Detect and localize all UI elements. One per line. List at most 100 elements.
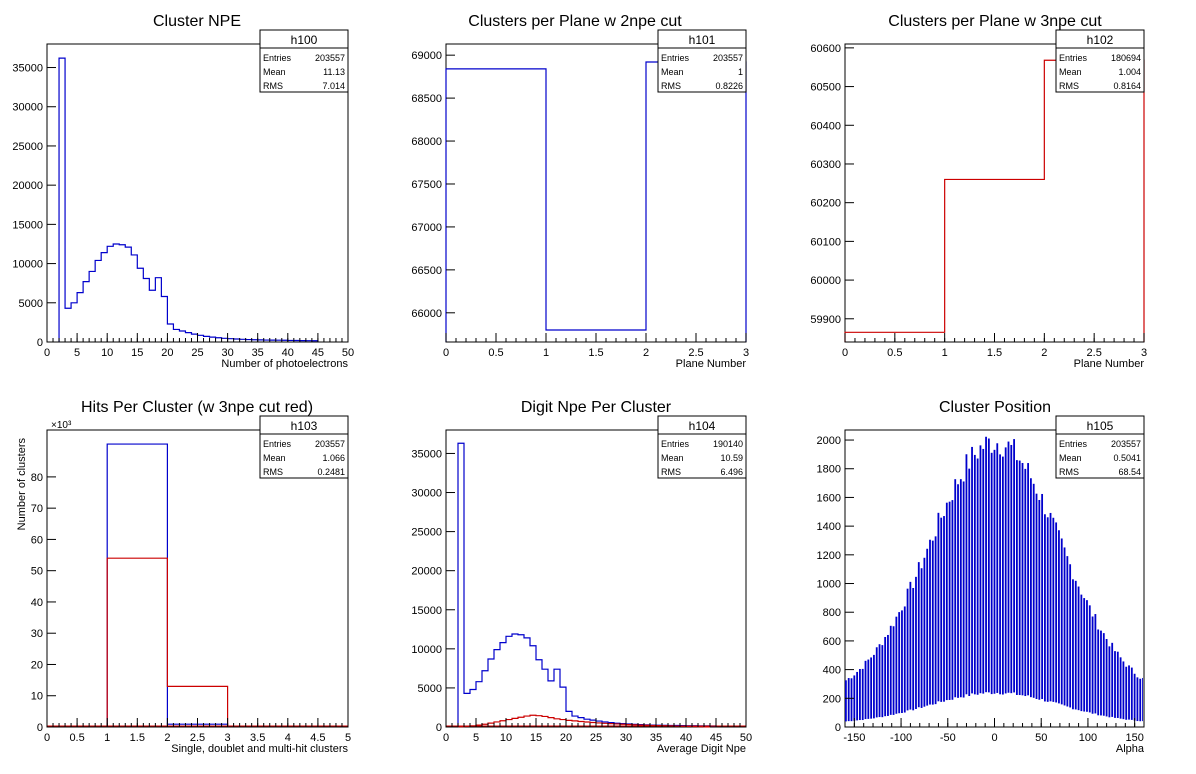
y-tick-label: 80 — [31, 472, 43, 484]
x-tick-label: 10 — [101, 347, 113, 359]
stats-key: RMS — [1059, 81, 1079, 91]
y-tick-label: 1400 — [817, 521, 841, 533]
y-tick-label: 67000 — [411, 222, 442, 234]
spike-bar — [1055, 522, 1058, 703]
stats-key: Mean — [263, 67, 286, 77]
chart-title: Cluster Position — [939, 399, 1051, 416]
spike-bar — [1004, 447, 1007, 694]
spike-bar — [948, 501, 951, 700]
spike-bar — [867, 659, 870, 719]
y-tick-label: 30 — [31, 628, 43, 640]
y-tick-label: 10 — [31, 691, 43, 703]
spike-bar — [892, 626, 895, 715]
x-axis-label: Single, doublet and multi-hit clusters — [171, 743, 348, 755]
spike-bar — [940, 517, 943, 702]
chart-title: Hits Per Cluster (w 3npe cut red) — [81, 399, 313, 416]
x-tick-label: -50 — [940, 732, 956, 744]
spike-bar — [1116, 651, 1119, 718]
spike-bar — [917, 562, 920, 708]
spike-bar — [965, 454, 968, 695]
x-tick-label: 30 — [221, 347, 233, 359]
y-tick-label: 59900 — [810, 314, 841, 326]
spike-bar — [968, 468, 971, 696]
stats-value: 0.5041 — [1113, 453, 1141, 463]
spike-bar — [1035, 493, 1038, 699]
spike-bar — [999, 454, 1001, 695]
spike-bar — [1021, 462, 1024, 696]
spike-bar — [1027, 463, 1030, 696]
stats-value: 7.014 — [322, 81, 345, 91]
chart-title: Cluster NPE — [153, 13, 241, 30]
spike-bar — [1088, 605, 1091, 713]
stats-value: 6.496 — [720, 467, 743, 477]
spike-bar — [898, 612, 901, 714]
spike-bar — [889, 625, 892, 715]
x-tick-label: 35 — [252, 347, 264, 359]
spike-bar — [909, 581, 912, 710]
y-tick-label: 50 — [31, 566, 43, 578]
x-tick-label: 50 — [342, 347, 354, 359]
stats-key: RMS — [263, 81, 283, 91]
y-tick-label: 60300 — [810, 159, 841, 171]
spike-bar — [1010, 444, 1013, 694]
spike-bar — [1100, 630, 1102, 716]
spike-bar — [873, 654, 875, 719]
histogram-series-1 — [457, 442, 717, 727]
spike-bar — [1119, 657, 1122, 719]
y-tick-label: 66500 — [411, 265, 442, 277]
stats-value: 0.8226 — [715, 81, 743, 91]
spike-bar — [962, 481, 965, 698]
spike-bar — [1083, 598, 1086, 712]
histogram-series-1 — [445, 61, 747, 342]
stats-key: Entries — [661, 439, 690, 449]
spike-bar — [993, 449, 996, 694]
spike-bar — [887, 634, 889, 716]
stats-value: 203557 — [1111, 439, 1141, 449]
x-tick-label: 0 — [443, 347, 449, 359]
spike-bar — [850, 678, 853, 722]
chart-pad-6: Cluster Position -150 -100 -50 0 50 100 150Alph… — [817, 399, 1145, 755]
spike-bar — [937, 512, 940, 702]
stats-value: 203557 — [315, 53, 345, 63]
y-tick-label: 10000 — [411, 644, 442, 656]
y-tick-label: 60000 — [810, 275, 841, 287]
y-tick-label: 1200 — [817, 550, 841, 562]
x-tick-label: 4 — [285, 732, 291, 744]
spike-bar — [1041, 493, 1044, 700]
y-tick-label: 0 — [37, 722, 43, 734]
x-tick-label: 0 — [44, 347, 50, 359]
x-tick-label: 2 — [1041, 347, 1047, 359]
x-tick-label: 2 — [643, 347, 649, 359]
spike-bar — [1133, 673, 1136, 721]
stats-value: 1.066 — [322, 453, 345, 463]
y-tick-label: 68500 — [411, 93, 442, 105]
spike-bar — [906, 588, 909, 711]
x-tick-label: 20 — [560, 732, 572, 744]
x-tick-label: 2.5 — [190, 732, 205, 744]
spike-bar — [1060, 538, 1063, 705]
x-tick-label: 2.5 — [688, 347, 703, 359]
spike-bar — [856, 671, 859, 721]
x-tick-label: 15 — [131, 347, 143, 359]
y-tick-label: 60100 — [810, 236, 841, 248]
spike-bar — [884, 636, 887, 717]
spike-bar — [929, 539, 931, 705]
spike-bar — [881, 645, 884, 718]
histogram-series-1 — [58, 57, 319, 342]
stats-key: RMS — [263, 467, 283, 477]
stats-value: 180694 — [1111, 53, 1141, 63]
y-axis: 0 10 20 30 40 50 60 70 80 — [31, 472, 56, 734]
spike-bar — [1044, 514, 1046, 702]
stats-box: h103 Entries 203557 Mean 1.066 RMS 0.2481 — [259, 415, 349, 479]
spike-bar — [985, 436, 987, 693]
y-axis: 0 5000 10000 15000 20000 25000 30000 35000 — [411, 448, 455, 734]
x-tick-label: 1.5 — [987, 347, 1002, 359]
stats-value: 203557 — [315, 439, 345, 449]
spike-bar — [912, 587, 915, 711]
stats-key: Entries — [263, 53, 292, 63]
x-tick-label: -150 — [843, 732, 865, 744]
stats-name: h103 — [291, 419, 318, 433]
stats-value: 203557 — [713, 53, 743, 63]
y-tick-label: 60500 — [810, 82, 841, 94]
chart-pad-3: Clusters per Plane w 3npe cut 0 0.5 1 1.5 2 2.… — [810, 13, 1147, 370]
